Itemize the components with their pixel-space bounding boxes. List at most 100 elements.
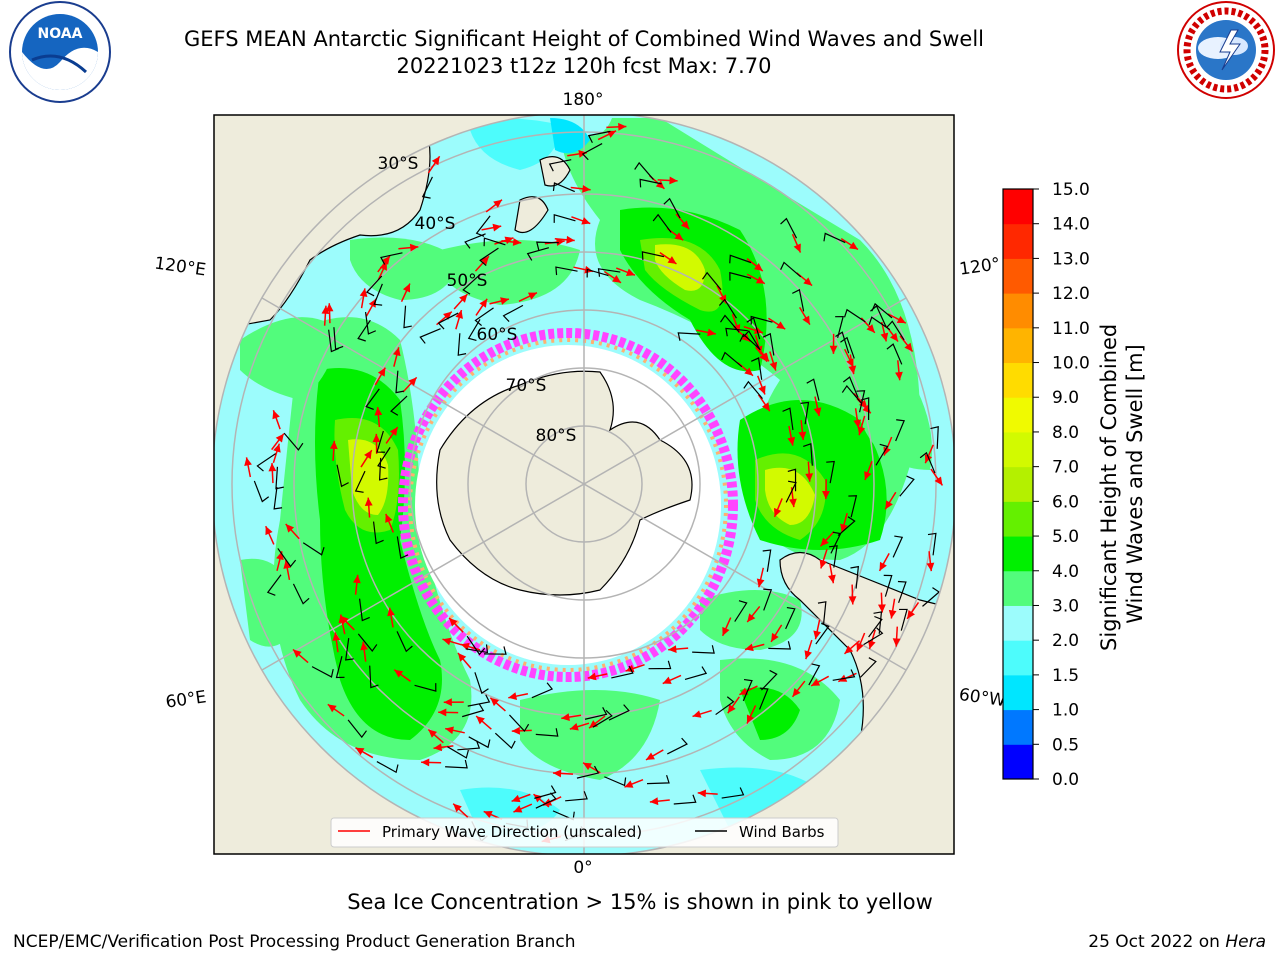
wave-arrow: [746, 705, 757, 724]
wind-barb: [897, 580, 907, 603]
wind-barb: [663, 197, 681, 219]
wave-arrow: [460, 642, 481, 651]
wind-barb: [587, 130, 611, 144]
wind-barb: [780, 217, 798, 239]
wind-barb: [419, 328, 441, 344]
wind-barb: [673, 794, 697, 805]
wind-barb: [762, 549, 772, 572]
wind-barb: [437, 312, 459, 330]
wave-arrow: [884, 491, 897, 510]
wave-arrow: [374, 367, 386, 386]
wave-arrow: [513, 803, 533, 813]
wave-arrow: [659, 252, 677, 265]
wave-arrow: [387, 607, 395, 628]
wind-barb: [552, 182, 575, 193]
colorbar-tick-label: 14.0: [1052, 215, 1090, 235]
wave-arrow: [452, 803, 469, 818]
wave-arrow: [244, 457, 252, 478]
colorbar-band: [1003, 674, 1033, 711]
wind-barb: [835, 315, 844, 339]
wave-arrow: [385, 513, 395, 533]
wind-barb: [592, 709, 613, 728]
colorbar-tick-label: 15.0: [1052, 180, 1090, 200]
wave-arrow: [360, 641, 369, 662]
wind-barb: [856, 390, 866, 413]
wave-arrow: [696, 328, 716, 337]
wave-arrow: [481, 223, 502, 232]
wave-arrow: [442, 637, 462, 646]
wind-barb: [648, 660, 672, 670]
wave-arrow: [649, 797, 670, 806]
wave-arrow: [561, 713, 582, 721]
sea-ice-note: Sea Ice Concentration > 15% is shown in …: [347, 890, 933, 914]
wave-arrow: [848, 354, 857, 375]
wind-barb: [639, 178, 662, 188]
wind-barb: [396, 631, 413, 653]
colorbar-tick-label: 3.0: [1052, 596, 1079, 616]
wind-barb: [750, 315, 773, 325]
wind-barb: [715, 696, 735, 716]
wind-barb: [768, 641, 792, 650]
wind-barb: [860, 657, 877, 678]
wind-barb: [345, 638, 354, 661]
wave-arrow: [571, 216, 591, 225]
wind-barb: [531, 682, 554, 699]
wave-arrow: [787, 425, 796, 446]
wind-barb: [335, 656, 345, 679]
run-date: 25 Oct 2022 on Hera: [1088, 932, 1266, 952]
wind-barb: [803, 442, 813, 466]
wave-arrow: [475, 715, 492, 730]
wind-barb: [462, 274, 480, 295]
wind-barb: [266, 574, 282, 596]
wave-arrow: [822, 479, 830, 500]
wave-arrow: [329, 440, 338, 461]
wind-barb: [871, 302, 893, 319]
lon-label-0: 0°: [573, 858, 592, 878]
wave-arrow: [494, 236, 514, 245]
wind-barb: [445, 759, 468, 769]
wave-arrow: [360, 449, 373, 468]
colorbar-tick-label: 13.0: [1052, 249, 1090, 269]
wind-barb: [553, 214, 576, 223]
wave-arrow: [864, 461, 873, 481]
lat-label-40s: 40°S: [415, 214, 456, 234]
wind-barb: [899, 608, 908, 631]
wind-barb: [283, 432, 304, 451]
wave-arrow: [606, 122, 627, 131]
wind-barb: [584, 707, 608, 720]
wave-arrow: [352, 574, 361, 595]
wind-barb: [311, 666, 334, 678]
sea-ice-edge: [398, 328, 738, 682]
wind-barb: [742, 330, 761, 351]
colorbar-band: [1003, 536, 1033, 572]
wind-barb: [837, 516, 856, 536]
wave-arrow: [770, 624, 783, 643]
wave-arrow: [508, 692, 529, 700]
wind-barb: [457, 740, 481, 751]
colorbar-tick-label: 10.0: [1052, 354, 1090, 374]
lat-label-30s: 30°S: [378, 154, 419, 174]
wind-barb: [922, 587, 941, 607]
wind-barb: [292, 583, 310, 605]
colorbar-band: [1003, 293, 1033, 329]
wind-barb: [899, 475, 915, 497]
wave-arrow: [597, 130, 617, 141]
wave-arrow: [799, 307, 811, 325]
wind-barb: [892, 535, 904, 558]
wind-barb: [468, 736, 491, 749]
wind-barb: [684, 666, 708, 681]
wind-barb: [273, 486, 283, 510]
colorbar-tick-label: 7.0: [1052, 458, 1079, 478]
wave-arrow: [603, 270, 622, 284]
wind-barb: [253, 480, 270, 503]
wave-arrow: [443, 698, 464, 707]
wind-barb: [759, 687, 769, 710]
wave-arrow: [268, 463, 277, 484]
legend-label-wave-direction: Primary Wave Direction (unscaled): [382, 823, 642, 841]
wind-barb: [365, 388, 380, 411]
wave-arrow: [321, 305, 330, 326]
wind-barb: [467, 319, 481, 342]
wave-arrow: [438, 708, 459, 717]
wave-arrow: [485, 199, 503, 213]
